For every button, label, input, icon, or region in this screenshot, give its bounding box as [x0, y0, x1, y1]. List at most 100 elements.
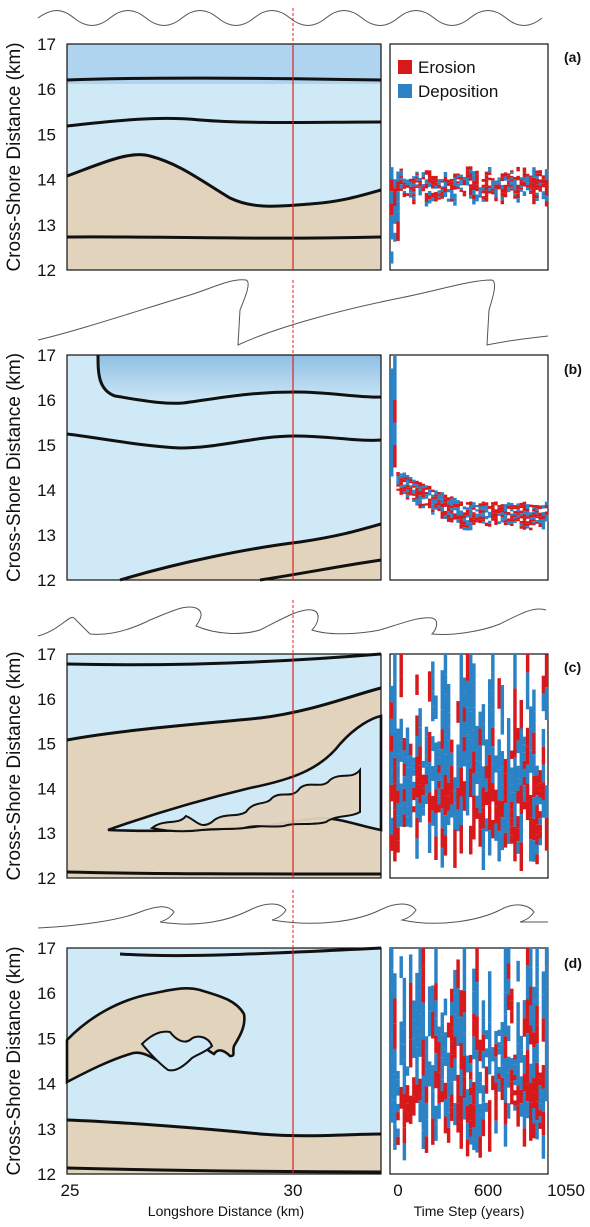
erosion-cell — [529, 175, 533, 178]
erosion-cell — [491, 518, 495, 521]
deposition-cell — [510, 513, 514, 516]
deposition-cell — [443, 654, 448, 675]
deposition-cell — [500, 767, 505, 785]
deposition-cell — [506, 979, 511, 995]
erosion-cell — [421, 774, 426, 782]
deposition-cell — [415, 1028, 419, 1048]
deposition-cell — [412, 191, 416, 195]
erosion-cell — [525, 746, 530, 765]
erosion-cell — [481, 1034, 486, 1052]
deposition-cell — [405, 494, 410, 498]
deposition-cell — [475, 760, 479, 773]
erosion-cell — [402, 1093, 407, 1111]
deposition-cell — [390, 463, 394, 477]
deposition-cell — [434, 948, 438, 966]
deposition-cell — [393, 179, 397, 189]
deposition-cell — [396, 740, 400, 754]
erosion-cell — [478, 728, 482, 746]
deposition-cell — [475, 772, 479, 785]
deposition-cell — [532, 1001, 536, 1018]
erosion-cell — [516, 790, 520, 804]
deposition-cell — [424, 179, 429, 184]
deposition-cell — [440, 1046, 445, 1058]
deposition-cell — [456, 183, 460, 186]
erosion-cell — [399, 181, 403, 185]
deposition-cell — [396, 480, 400, 483]
deposition-cell — [544, 514, 549, 519]
deposition-cell — [487, 729, 492, 755]
erosion-cell — [513, 826, 517, 862]
deposition-cell — [405, 757, 410, 768]
deposition-cell — [544, 1043, 549, 1063]
erosion-cell — [535, 187, 539, 190]
erosion-cell — [399, 188, 403, 191]
deposition-cell — [500, 817, 505, 834]
erosion-cell — [484, 791, 489, 806]
deposition-cell — [402, 1044, 407, 1061]
erosion-cell — [513, 511, 517, 513]
deposition-cell — [500, 1033, 505, 1045]
deposition-cell — [494, 755, 498, 773]
erosion-cell — [469, 187, 473, 192]
erosion-cell — [478, 829, 482, 847]
deposition-cell — [431, 499, 435, 503]
deposition-cell — [412, 183, 416, 187]
erosion-cell — [456, 701, 460, 723]
deposition-cell — [475, 1118, 479, 1153]
erosion-cell — [405, 477, 410, 480]
erosion-cell — [510, 175, 514, 178]
erosion-cell — [491, 191, 495, 195]
erosion-cell — [500, 509, 505, 513]
deposition-cell — [465, 514, 470, 518]
erosion-cell — [522, 507, 527, 512]
deposition-cell — [405, 179, 410, 183]
contour-15-3-a — [66, 116, 382, 128]
deposition-cell — [541, 728, 546, 747]
erosion-cell — [535, 184, 539, 188]
y-tick-labels: 1716151413121716151413121716151413121716… — [37, 35, 56, 1184]
erosion-cell — [427, 731, 432, 763]
deposition-cell — [503, 1058, 508, 1081]
erosion-cell — [421, 488, 426, 491]
erosion-cell — [535, 1082, 539, 1102]
erosion-cell — [481, 807, 486, 829]
erosion-cell — [393, 998, 397, 1024]
deposition-cell — [472, 707, 476, 730]
deposition-cell — [396, 728, 400, 741]
erosion-cell — [443, 510, 448, 515]
wave-profile-c — [37, 606, 547, 637]
erosion-cell — [525, 521, 530, 524]
deposition-cell — [424, 485, 429, 488]
deposition-cell — [503, 506, 508, 509]
deposition-cell — [446, 189, 451, 193]
deposition-cell — [510, 177, 514, 180]
deposition-cell — [472, 968, 476, 992]
deposition-cell — [484, 515, 489, 520]
deposition-cell — [390, 969, 394, 992]
deposition-cell — [399, 718, 403, 741]
deposition-cell — [472, 729, 476, 752]
deposition-cell — [431, 736, 435, 752]
legend-label-erosion: Erosion — [418, 58, 476, 77]
deposition-cell — [541, 195, 546, 200]
erosion-cell — [525, 654, 530, 673]
erosion-cell — [421, 1057, 426, 1076]
deposition-cell — [472, 199, 476, 205]
erosion-cell — [538, 1072, 542, 1079]
erosion-cell — [484, 171, 489, 176]
erosion-cell — [516, 511, 520, 514]
erosion-cell — [415, 480, 419, 485]
erosion-cell — [446, 1127, 451, 1143]
deposition-cell — [415, 991, 419, 1011]
erosion-cell — [532, 1077, 536, 1093]
erosion-cell — [538, 790, 542, 798]
deposition-cell — [402, 472, 407, 475]
erosion-cell — [475, 520, 479, 523]
deposition-cell — [405, 479, 410, 483]
deposition-cell — [465, 707, 470, 735]
deposition-cell — [494, 1069, 498, 1083]
erosion-cell — [446, 514, 451, 519]
erosion-cell — [510, 188, 514, 191]
deposition-cell — [390, 395, 394, 409]
deposition-cell — [446, 712, 451, 727]
